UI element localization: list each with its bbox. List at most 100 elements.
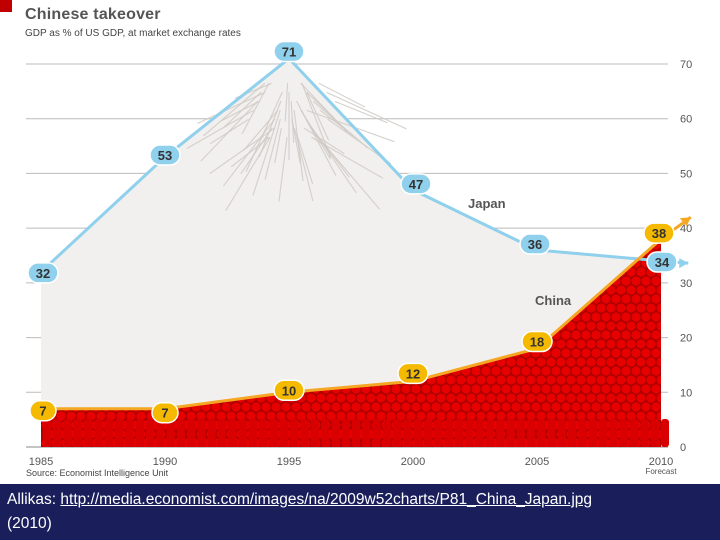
crowd-dot — [540, 365, 552, 377]
crowd-dot — [586, 213, 596, 223]
crowd-dot — [610, 365, 622, 377]
crowd-figure — [279, 419, 288, 447]
caption-prefix: Allikas: — [7, 491, 61, 508]
crowd-dot — [585, 356, 597, 368]
japan-data-label-value: 71 — [282, 45, 296, 60]
crowd-dot — [520, 365, 532, 377]
crowd-dot — [606, 213, 616, 223]
crowd-dot — [521, 222, 531, 232]
crowd-dot — [605, 356, 617, 368]
crowd-dot — [605, 338, 617, 350]
crowd-dot — [400, 383, 412, 395]
snow-streak — [291, 118, 301, 164]
crowd-dot — [605, 239, 617, 242]
crowd-figure — [537, 419, 546, 447]
crowd-figure — [475, 419, 484, 447]
crowd-dot — [395, 392, 407, 404]
crowd-dot — [635, 392, 647, 404]
japan-data-label-bg — [273, 40, 305, 63]
china-data-label-bg — [273, 379, 305, 402]
crowd-dot — [515, 392, 527, 404]
crowd-dot — [626, 213, 636, 223]
crowd-dot — [620, 347, 632, 359]
snow-streak — [240, 127, 273, 175]
crowd-dot — [410, 401, 422, 413]
crowd-dot — [610, 347, 622, 359]
snow-streak — [274, 127, 282, 164]
crowd-dot — [580, 401, 592, 413]
crowd-dot — [540, 383, 552, 395]
crowd-dot — [570, 401, 582, 413]
slide-footer — [0, 484, 720, 540]
crowd-figure — [341, 419, 350, 447]
crowd-dot — [66, 213, 76, 223]
crowd-dot — [600, 401, 612, 413]
x-tick-label: 1985 — [29, 456, 53, 468]
crowd-dot — [571, 222, 581, 232]
crowd-dot — [631, 222, 641, 232]
crowd-dot — [610, 383, 622, 395]
crowd-dot — [61, 204, 71, 214]
crowd-dot — [620, 365, 632, 377]
crowd-dot — [270, 401, 282, 413]
crowd-figure — [455, 419, 463, 447]
crowd-dot — [565, 356, 577, 368]
crowd-dot — [76, 213, 86, 223]
snow-streak — [200, 100, 259, 162]
snow-streak — [312, 100, 368, 149]
crowd-dot — [430, 383, 442, 395]
chart-subtitle: GDP as % of US GDP, at market exchange r… — [25, 28, 241, 39]
crowd-dot — [650, 365, 661, 377]
snow-streak — [241, 82, 270, 135]
crowd-dot — [635, 284, 647, 296]
crowd-dot — [475, 374, 487, 386]
crowd-dot — [605, 320, 617, 332]
crowd-dot — [650, 293, 661, 305]
crowd-dot — [641, 204, 651, 214]
crowd-dot — [520, 383, 532, 395]
x-tick-labels: 1985 1990 1995 2000 2005 2010 — [29, 456, 673, 468]
crowd-dot — [500, 401, 512, 413]
crowd-dot — [595, 374, 607, 386]
crowd-dot — [620, 329, 632, 341]
snow-streak — [245, 91, 283, 173]
crowd-dot — [570, 347, 582, 359]
y-tick-label: 60 — [680, 114, 692, 126]
crowd-figure — [547, 419, 556, 447]
crowd-dot — [41, 239, 52, 251]
crowd-figure — [290, 419, 299, 447]
crowd-figure — [135, 419, 144, 447]
crowd-dot — [550, 401, 562, 413]
crowd-dot — [610, 293, 622, 305]
crowd-dot — [566, 213, 576, 223]
crowd-dot — [570, 329, 582, 341]
crowd-dot — [655, 284, 661, 296]
crowd-dot — [545, 392, 557, 404]
china-series-label: China — [535, 293, 572, 308]
crowd-dot — [610, 311, 622, 323]
crowd-dot — [630, 383, 642, 395]
crowd-dot — [515, 356, 527, 368]
crowd-dot — [621, 204, 631, 214]
crowd-dot — [570, 383, 582, 395]
crowd-dot — [600, 383, 612, 395]
snow-streak — [278, 136, 288, 202]
source-link[interactable]: http://media.economist.com/images/na/200… — [60, 491, 593, 508]
crowd-dot — [45, 239, 57, 242]
crowd-dot — [581, 222, 591, 232]
crowd-dot — [480, 365, 492, 377]
crowd-dot — [51, 204, 61, 214]
crowd-dot — [645, 320, 657, 332]
forecast-label: Forecast — [645, 467, 677, 476]
crowd-dot — [635, 338, 647, 350]
crowd-dot — [400, 401, 412, 413]
crowd-dot — [405, 392, 417, 404]
crowd-dot — [635, 374, 647, 386]
crowd-dot — [335, 392, 347, 404]
crowd-dot — [345, 392, 357, 404]
crowd-dot — [595, 302, 607, 314]
crowd-dot — [656, 213, 666, 223]
crowd-dot — [655, 320, 661, 332]
crowd-figure — [362, 419, 371, 447]
crowd-dot — [470, 401, 482, 413]
